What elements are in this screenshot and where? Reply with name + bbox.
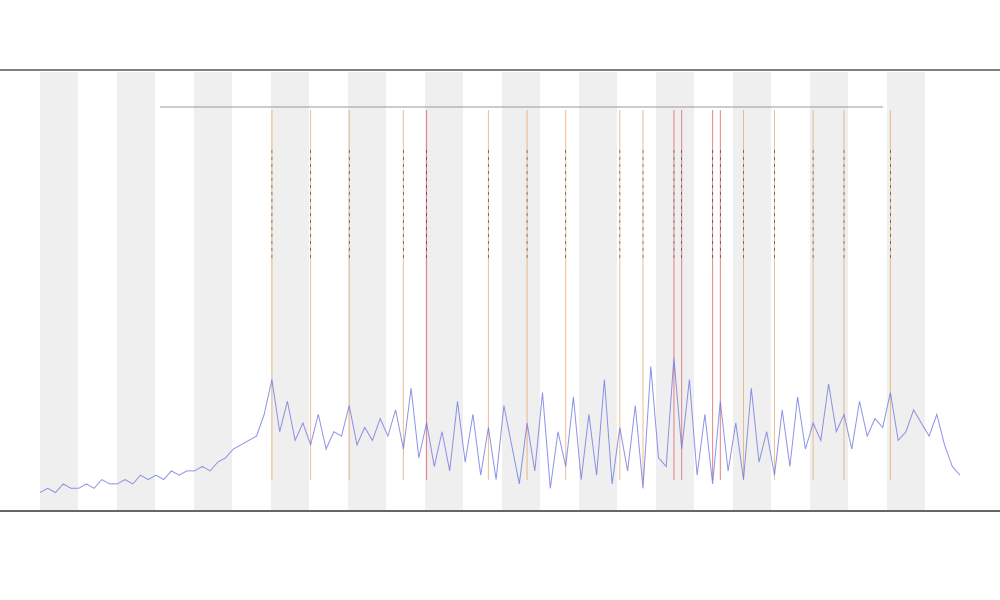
plot <box>39 110 961 494</box>
band <box>425 72 463 510</box>
band <box>271 72 309 510</box>
band <box>810 72 848 510</box>
band <box>733 72 771 510</box>
series-line <box>39 357 961 494</box>
bands <box>40 72 925 510</box>
band <box>348 72 386 510</box>
band <box>117 72 155 510</box>
band <box>579 72 617 510</box>
band <box>887 72 925 510</box>
band <box>656 72 694 510</box>
band <box>502 72 540 510</box>
band <box>40 72 78 510</box>
band <box>194 72 232 510</box>
